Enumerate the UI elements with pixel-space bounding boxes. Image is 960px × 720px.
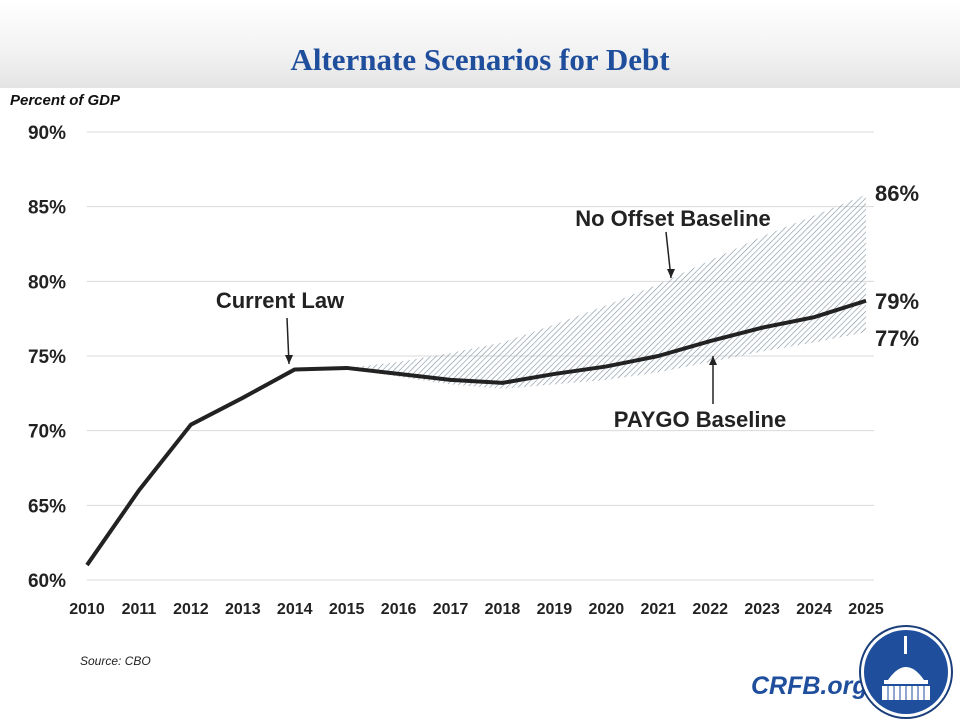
- no-offset-annotation: No Offset Baseline: [575, 206, 771, 231]
- title-bar: [0, 0, 960, 88]
- brand-link[interactable]: CRFB.org: [751, 672, 868, 700]
- x-tick-label: 2015: [329, 601, 365, 618]
- x-tick-label: 2010: [69, 601, 105, 618]
- x-tick-label: 2013: [225, 601, 261, 618]
- y-tick-label: 90%: [28, 123, 66, 144]
- x-tick-label: 2022: [692, 601, 728, 618]
- x-tick-label: 2021: [640, 601, 676, 618]
- chart-title: Alternate Scenarios for Debt: [290, 42, 670, 77]
- y-tick-label: 60%: [28, 571, 66, 592]
- paygo-end-label: 77%: [875, 326, 919, 351]
- x-tick-label: 2020: [589, 601, 625, 618]
- paygo-annotation: PAYGO Baseline: [614, 407, 786, 432]
- crfb-capitol-logo: [859, 625, 953, 719]
- x-tick-label: 2016: [381, 601, 417, 618]
- current-law-end-label: 79%: [875, 289, 919, 314]
- current-law-annotation: Current Law: [216, 288, 345, 313]
- x-tick-label: 2011: [122, 601, 157, 618]
- y-tick-label: 80%: [28, 272, 66, 293]
- y-tick-label: 70%: [28, 422, 66, 443]
- current-law-line: [85, 298, 867, 567]
- no-offset-end-label: 86%: [875, 181, 919, 206]
- current-law-arrow-head: [285, 355, 293, 364]
- x-tick-label: 2014: [277, 601, 313, 618]
- x-tick-label: 2023: [744, 601, 780, 618]
- x-tick-label: 2012: [173, 601, 209, 618]
- paygo-arrow-head: [709, 356, 717, 365]
- no-offset-arrow-head: [667, 269, 675, 278]
- y-tick-label: 85%: [28, 198, 66, 219]
- x-tick-label: 2025: [848, 601, 884, 618]
- x-tick-label: 2017: [433, 601, 469, 618]
- y-tick-label: 65%: [28, 496, 66, 517]
- x-tick-label: 2019: [537, 601, 573, 618]
- scenario-range-band: [346, 194, 867, 389]
- source-note: Source: CBO: [80, 654, 151, 668]
- y-tick-label: 75%: [28, 347, 66, 368]
- y-axis-label: Percent of GDP: [10, 92, 121, 109]
- x-tick-label: 2018: [485, 601, 521, 618]
- x-tick-label: 2024: [796, 601, 832, 618]
